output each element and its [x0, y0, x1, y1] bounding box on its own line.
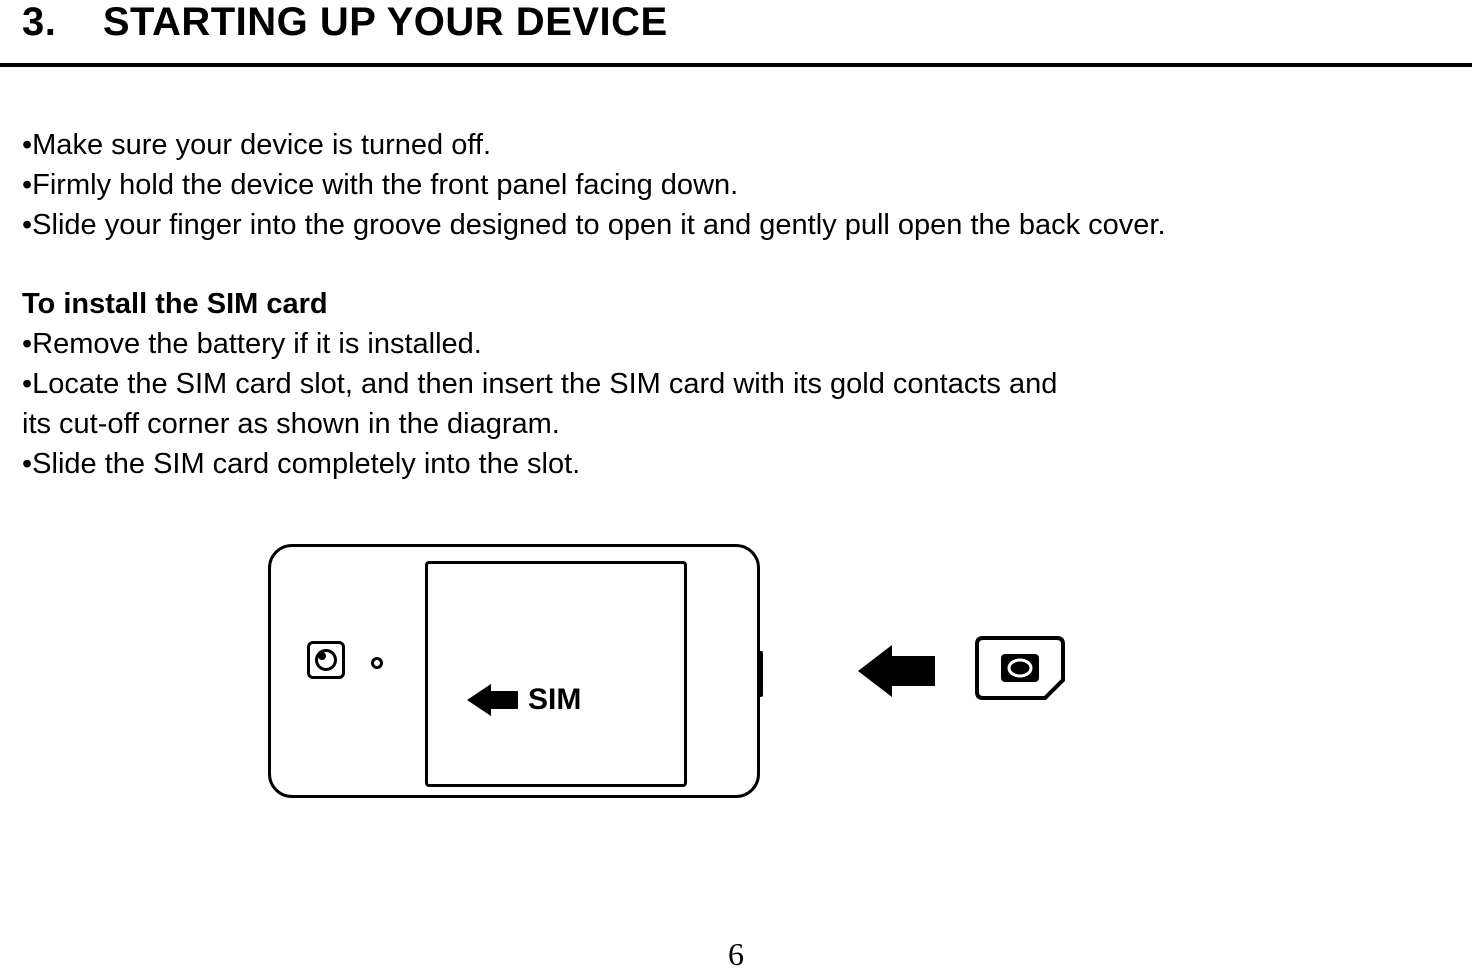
bullet-line: •Remove the battery if it is installed.: [22, 324, 1472, 364]
flash-icon: [371, 657, 383, 669]
page-number: 6: [728, 936, 744, 973]
bullet-line: •Make sure your device is turned off.: [22, 125, 1472, 165]
bullet-line: •Slide the SIM card completely into the …: [22, 444, 1472, 484]
arrow-left-icon: [858, 645, 892, 697]
sim-bullet-block: •Remove the battery if it is installed. …: [0, 324, 1472, 484]
sim-card-icon: [975, 636, 1065, 707]
camera-icon: [307, 641, 345, 679]
bullet-line: •Slide your finger into the groove desig…: [22, 205, 1472, 245]
bullet-line: •Locate the SIM card slot, and then inse…: [22, 364, 1472, 404]
camera-lens-icon: [315, 649, 337, 671]
section-title: STARTING UP YOUR DEVICE: [103, 0, 668, 44]
section-heading: 3. STARTING UP YOUR DEVICE: [0, 0, 1472, 45]
section-divider: [0, 63, 1472, 67]
sim-slot-indicator: SIM: [467, 683, 581, 717]
arrow-left-icon: [467, 684, 491, 716]
battery-compartment: [425, 561, 687, 787]
arrow-tail-icon: [490, 691, 518, 709]
arrow-tail-icon: [891, 656, 935, 686]
sim-install-diagram: SIM: [268, 544, 1472, 798]
phone-back-outline: SIM: [268, 544, 760, 798]
sim-label: SIM: [528, 683, 581, 717]
intro-bullet-block: •Make sure your device is turned off. •F…: [0, 125, 1472, 245]
sim-subheading: To install the SIM card: [0, 284, 1472, 324]
camera-center-icon: [318, 652, 326, 660]
side-button-icon: [757, 651, 763, 697]
bullet-line: •Firmly hold the device with the front p…: [22, 165, 1472, 205]
section-number: 3.: [22, 0, 56, 44]
insert-direction-arrow: [858, 645, 935, 697]
bullet-line: its cut-off corner as shown in the diagr…: [22, 404, 1472, 444]
